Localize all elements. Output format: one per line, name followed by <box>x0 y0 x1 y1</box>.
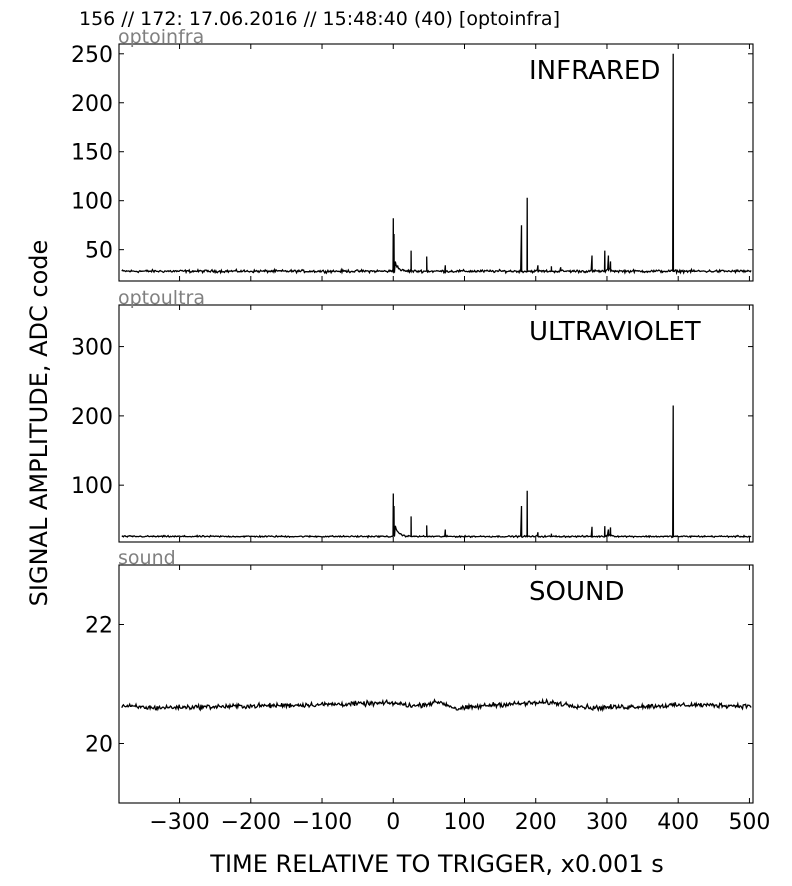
series-line-sound <box>121 697 752 713</box>
y-tick-label: 300 <box>71 336 113 361</box>
panel-title: ULTRAVIOLET <box>529 317 701 347</box>
y-axis-label: SIGNAL AMPLITUDE, ADC code <box>25 240 53 607</box>
y-tick-label: 100 <box>71 474 113 499</box>
channel-tag: sound <box>118 547 176 569</box>
y-tick-label: 100 <box>71 190 113 215</box>
x-axis-label: TIME RELATIVE TO TRIGGER, x0.001 s <box>209 850 663 878</box>
x-tick-label: 500 <box>728 810 770 835</box>
y-tick-label: 22 <box>85 614 113 639</box>
plot-frame <box>118 43 754 282</box>
panel-sound: −300 −200 −100 0 100 200 300 400 500 20 22 sound SOU… <box>85 547 770 835</box>
plot-frame <box>118 304 754 543</box>
plot-frame <box>118 564 754 804</box>
series-line-optoinfra <box>121 53 752 276</box>
panel-title: INFRARED <box>529 56 660 86</box>
x-tick-label: 200 <box>515 810 557 835</box>
x-tick-label: −100 <box>292 810 352 835</box>
y-tick-label: 20 <box>85 733 113 758</box>
channel-tag: optoultra <box>118 287 205 309</box>
channel-tag: optoinfra <box>118 26 204 48</box>
panel-title: SOUND <box>529 577 624 607</box>
x-tick-label: 100 <box>443 810 485 835</box>
y-tick-label: 150 <box>71 141 113 166</box>
x-tick-label: −200 <box>221 810 281 835</box>
y-tick-label: 250 <box>71 43 113 68</box>
y-tick-label: 200 <box>71 92 113 117</box>
x-tick-label: −300 <box>149 810 209 835</box>
y-tick-label: 50 <box>85 239 113 264</box>
x-tick-label: 400 <box>657 810 699 835</box>
x-tick-label: 300 <box>586 810 628 835</box>
y-tick-label: 200 <box>71 405 113 430</box>
panel-optoultra: 100 200 300 optoultra ULTRAVIOLET <box>71 287 754 543</box>
x-tick-label: 0 <box>386 810 400 835</box>
header-text: 156 // 172: 17.06.2016 // 15:48:40 (40) … <box>79 8 560 30</box>
series-line-optoultra <box>121 405 752 539</box>
